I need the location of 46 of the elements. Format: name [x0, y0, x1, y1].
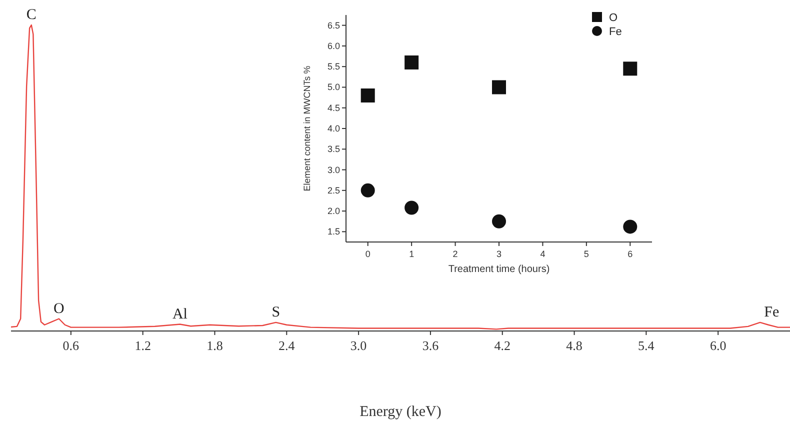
y-tick-label: 6.0 [327, 40, 340, 51]
annotation: C [26, 7, 36, 23]
point [492, 80, 506, 94]
x-tick-label: 3 [496, 249, 502, 259]
point [404, 55, 419, 70]
x-tick-label: 1.8 [206, 338, 223, 353]
point [623, 220, 638, 234]
legend-label: O [609, 12, 618, 24]
x-tick-label: 4.8 [566, 338, 582, 353]
y-tick-label: 2.0 [327, 206, 340, 216]
x-tick-label: 6 [628, 249, 633, 259]
x-tick-label: 4 [540, 249, 546, 259]
annotation: S [272, 304, 280, 320]
annotation: Fe [764, 304, 780, 320]
y-tick-label: 5.5 [327, 62, 340, 72]
x-tick-label: 2 [452, 249, 458, 259]
legend-label: Fe [609, 26, 622, 38]
point [623, 62, 638, 76]
y-tick-label: 3.0 [327, 164, 340, 175]
x-tick-label: 0 [365, 249, 370, 259]
y-tick-label: 5.0 [327, 82, 340, 92]
y-tick-label: 2.5 [327, 185, 340, 196]
annotation: O [54, 300, 65, 317]
x-tick-label: 1 [409, 249, 414, 259]
point [360, 88, 375, 102]
x-tick-label: 3.0 [350, 338, 367, 353]
x-tick-label: 5.4 [638, 338, 655, 353]
x-tick-label: 6.0 [710, 338, 726, 353]
y-tick-label: 4.0 [327, 124, 340, 134]
point [492, 214, 506, 228]
y-tick-label: 1.5 [327, 226, 340, 237]
x-tick-label: 3.6 [422, 338, 440, 353]
x-tick-label: 5 [584, 249, 589, 259]
annotation: Al [172, 306, 188, 322]
point [404, 200, 419, 215]
x-axis-title: Energy (keV) [360, 404, 442, 420]
x-tick-label: 1.2 [134, 338, 151, 353]
x-axis-title: Treatment time (hours) [448, 264, 550, 275]
x-tick-label: 4.2 [494, 338, 510, 353]
y-tick-label: 6.5 [327, 20, 340, 30]
y-axis-title: Element content in MWCNTs % [302, 66, 312, 192]
y-tick-label: 3.5 [327, 144, 340, 154]
y-tick-label: 4.5 [327, 102, 340, 113]
x-tick-label: 0.6 [62, 338, 80, 353]
x-tick-label: 2.4 [278, 338, 296, 353]
point [360, 183, 375, 198]
